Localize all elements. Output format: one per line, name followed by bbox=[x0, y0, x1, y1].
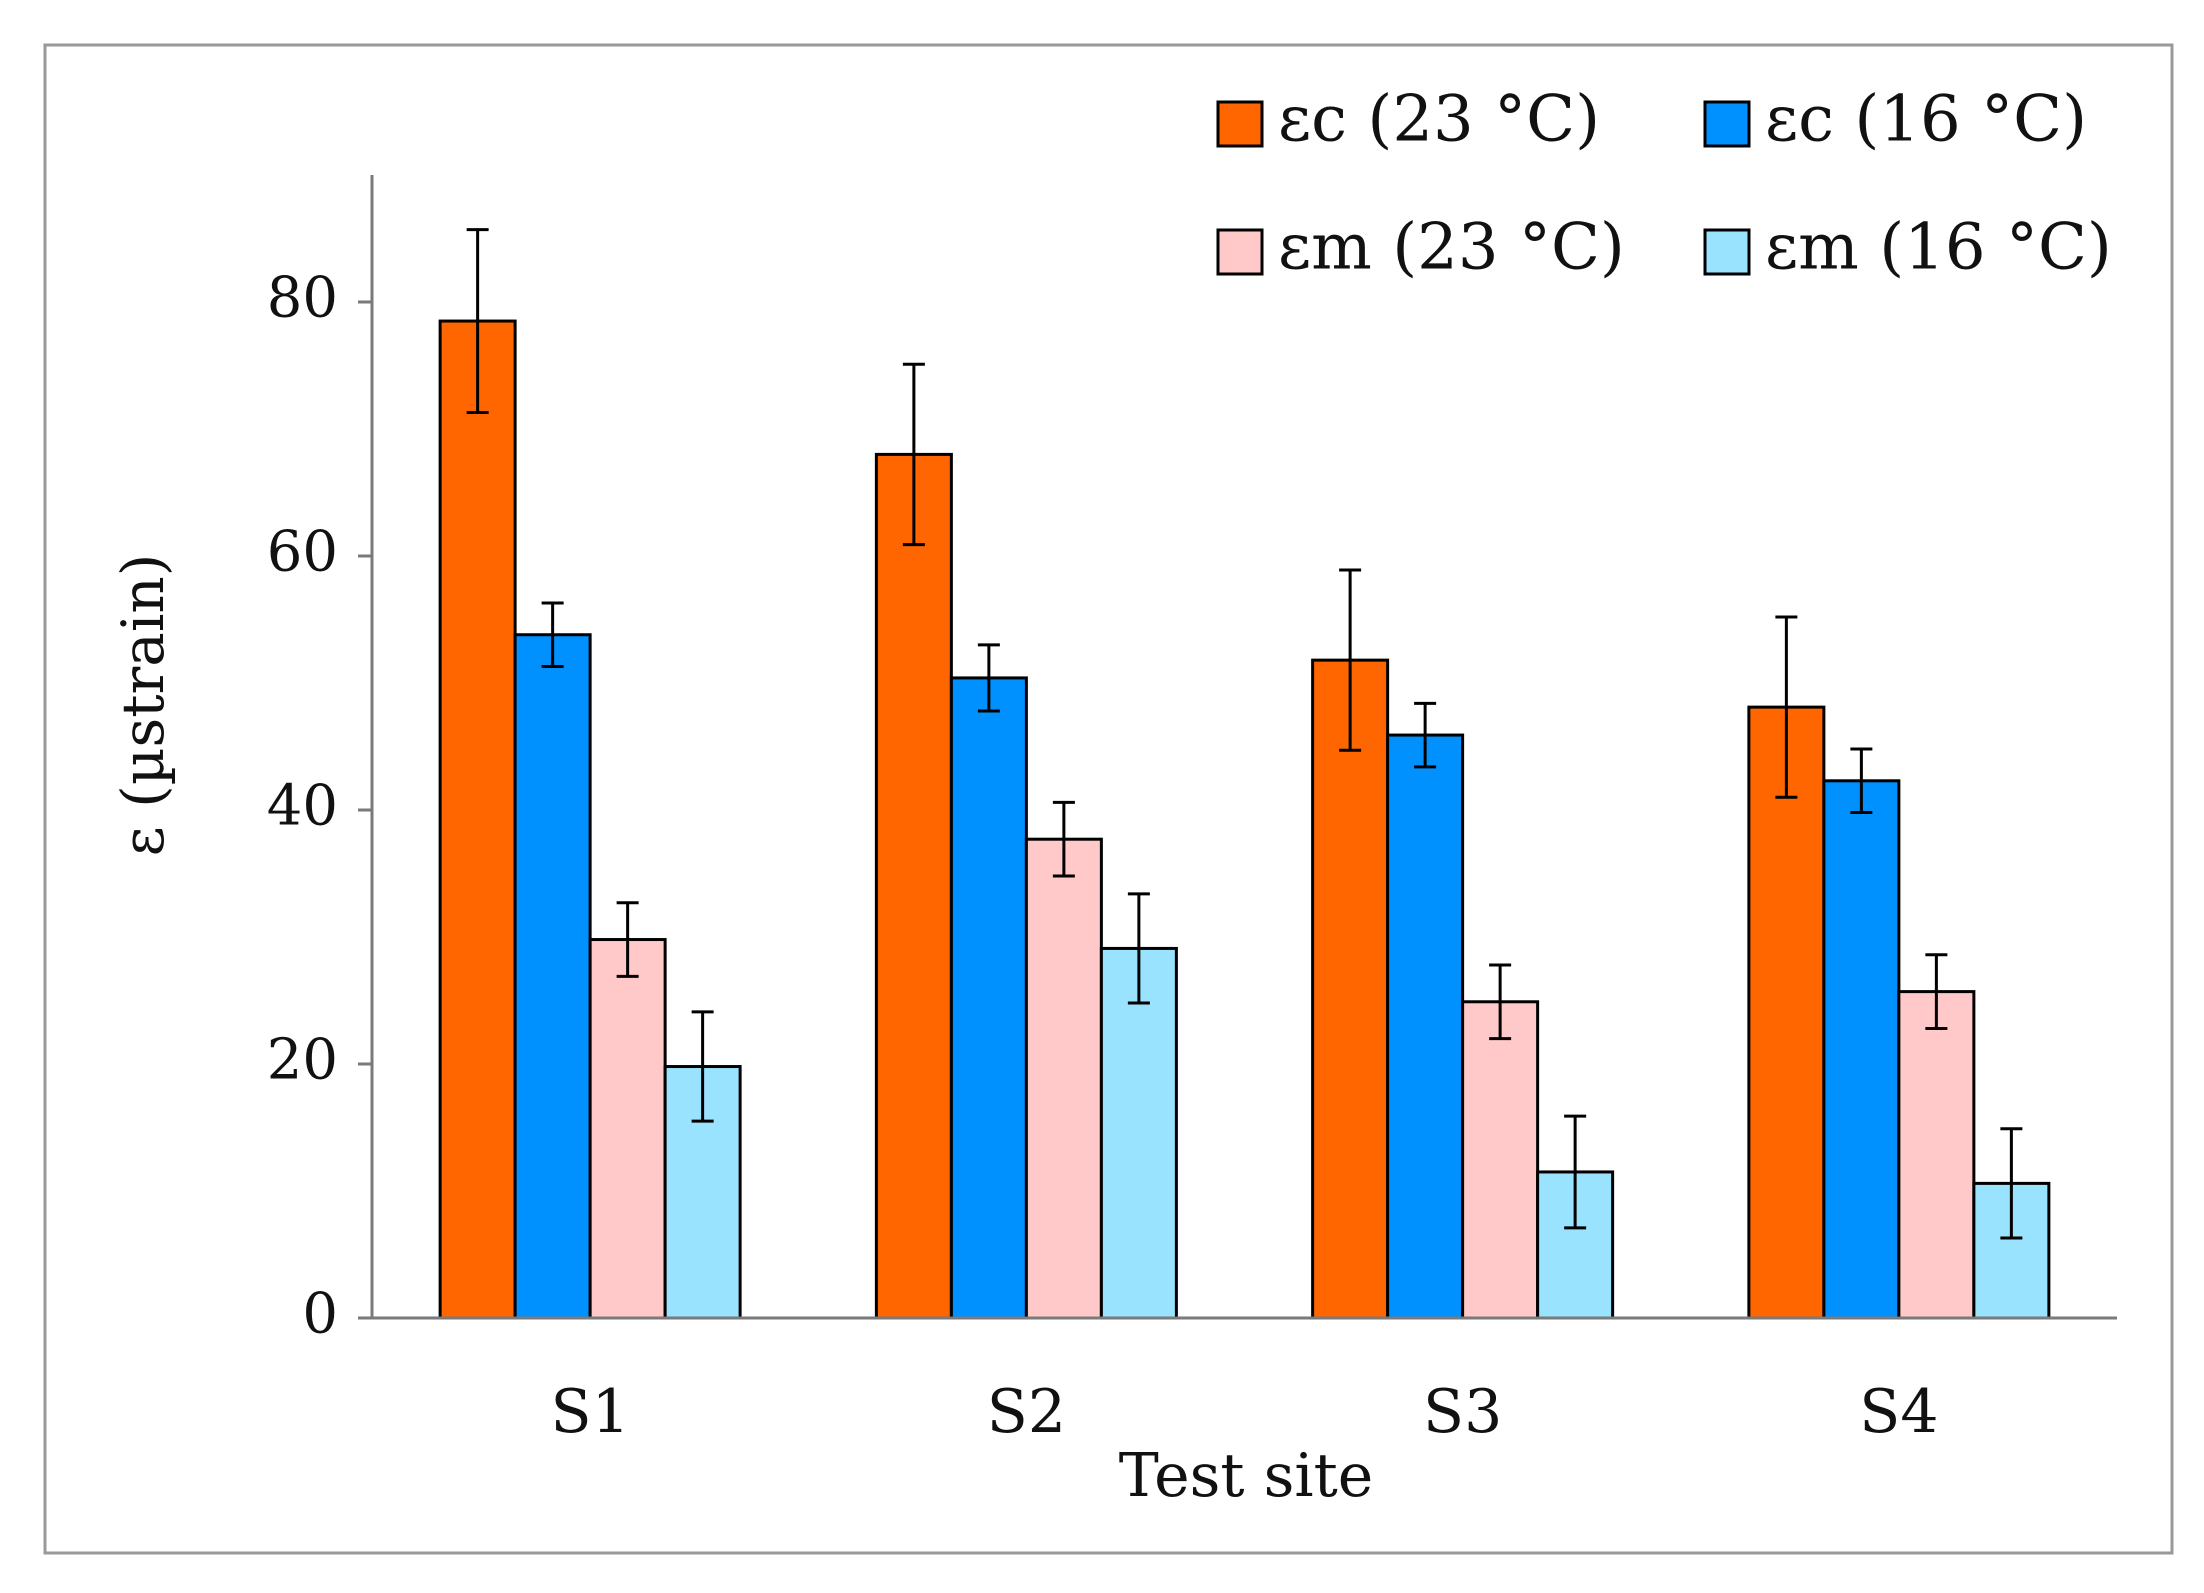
bar bbox=[1024, 837, 1103, 1320]
y-tick-label: 0 bbox=[302, 1282, 338, 1347]
legend-label: εc (16 °C) bbox=[1765, 83, 2087, 157]
legend-swatch bbox=[1703, 100, 1751, 148]
bar bbox=[949, 676, 1028, 1320]
legend-label: εc (23 °C) bbox=[1278, 83, 1600, 157]
y-tick-label: 80 bbox=[267, 266, 338, 331]
error-bar bbox=[2000, 1127, 2023, 1240]
error-bar bbox=[1489, 963, 1512, 1041]
x-tick-label: S3 bbox=[1423, 1377, 1502, 1447]
bar bbox=[1386, 733, 1465, 1320]
legend-item: εc (16 °C) bbox=[1703, 83, 2087, 157]
bar bbox=[588, 938, 667, 1320]
legend-swatch bbox=[1216, 228, 1264, 276]
legend-item: εc (23 °C) bbox=[1216, 83, 1600, 157]
error-bar bbox=[691, 1010, 714, 1123]
x-tick-label: S4 bbox=[1859, 1377, 1938, 1447]
error-bar bbox=[1775, 615, 1798, 799]
x-axis-title: Test site bbox=[1119, 1441, 1373, 1511]
legend-label: εm (16 °C) bbox=[1765, 211, 2112, 285]
x-tick-label: S1 bbox=[550, 1377, 629, 1447]
legend-item: εm (16 °C) bbox=[1703, 211, 2112, 285]
bar bbox=[1461, 1000, 1540, 1320]
legend-label: εm (23 °C) bbox=[1278, 211, 1625, 285]
x-tick-label: S2 bbox=[987, 1377, 1066, 1447]
bar bbox=[513, 633, 592, 1320]
error-bar bbox=[466, 228, 489, 414]
bar bbox=[874, 452, 953, 1320]
legend: εc (23 °C) εc (16 °C) εm (23 °C) εm (16 °C) bbox=[1216, 83, 2112, 285]
legend-swatch bbox=[1216, 100, 1264, 148]
legend-item: εm (23 °C) bbox=[1216, 211, 1625, 285]
y-tick-label: 60 bbox=[267, 520, 338, 585]
bar bbox=[1311, 658, 1390, 1320]
error-bar bbox=[977, 643, 1000, 713]
error-bar bbox=[541, 601, 564, 668]
error-bar bbox=[1414, 701, 1437, 769]
error-bar bbox=[1127, 892, 1150, 1005]
y-tick-label: 40 bbox=[267, 774, 338, 839]
error-bar bbox=[1339, 568, 1362, 752]
legend-swatch bbox=[1703, 228, 1751, 276]
error-bar bbox=[1564, 1114, 1587, 1230]
bar bbox=[1897, 990, 1976, 1320]
error-bar bbox=[1925, 953, 1948, 1030]
y-tick-label: 20 bbox=[267, 1028, 338, 1093]
error-bar bbox=[616, 901, 639, 978]
error-bar bbox=[1052, 800, 1075, 878]
bar bbox=[438, 319, 517, 1320]
error-bar bbox=[902, 362, 925, 547]
error-bar bbox=[1850, 747, 1873, 815]
bar bbox=[1536, 1170, 1615, 1320]
y-axis-title: ε (µstrain) bbox=[109, 554, 177, 857]
bar bbox=[1822, 779, 1901, 1320]
